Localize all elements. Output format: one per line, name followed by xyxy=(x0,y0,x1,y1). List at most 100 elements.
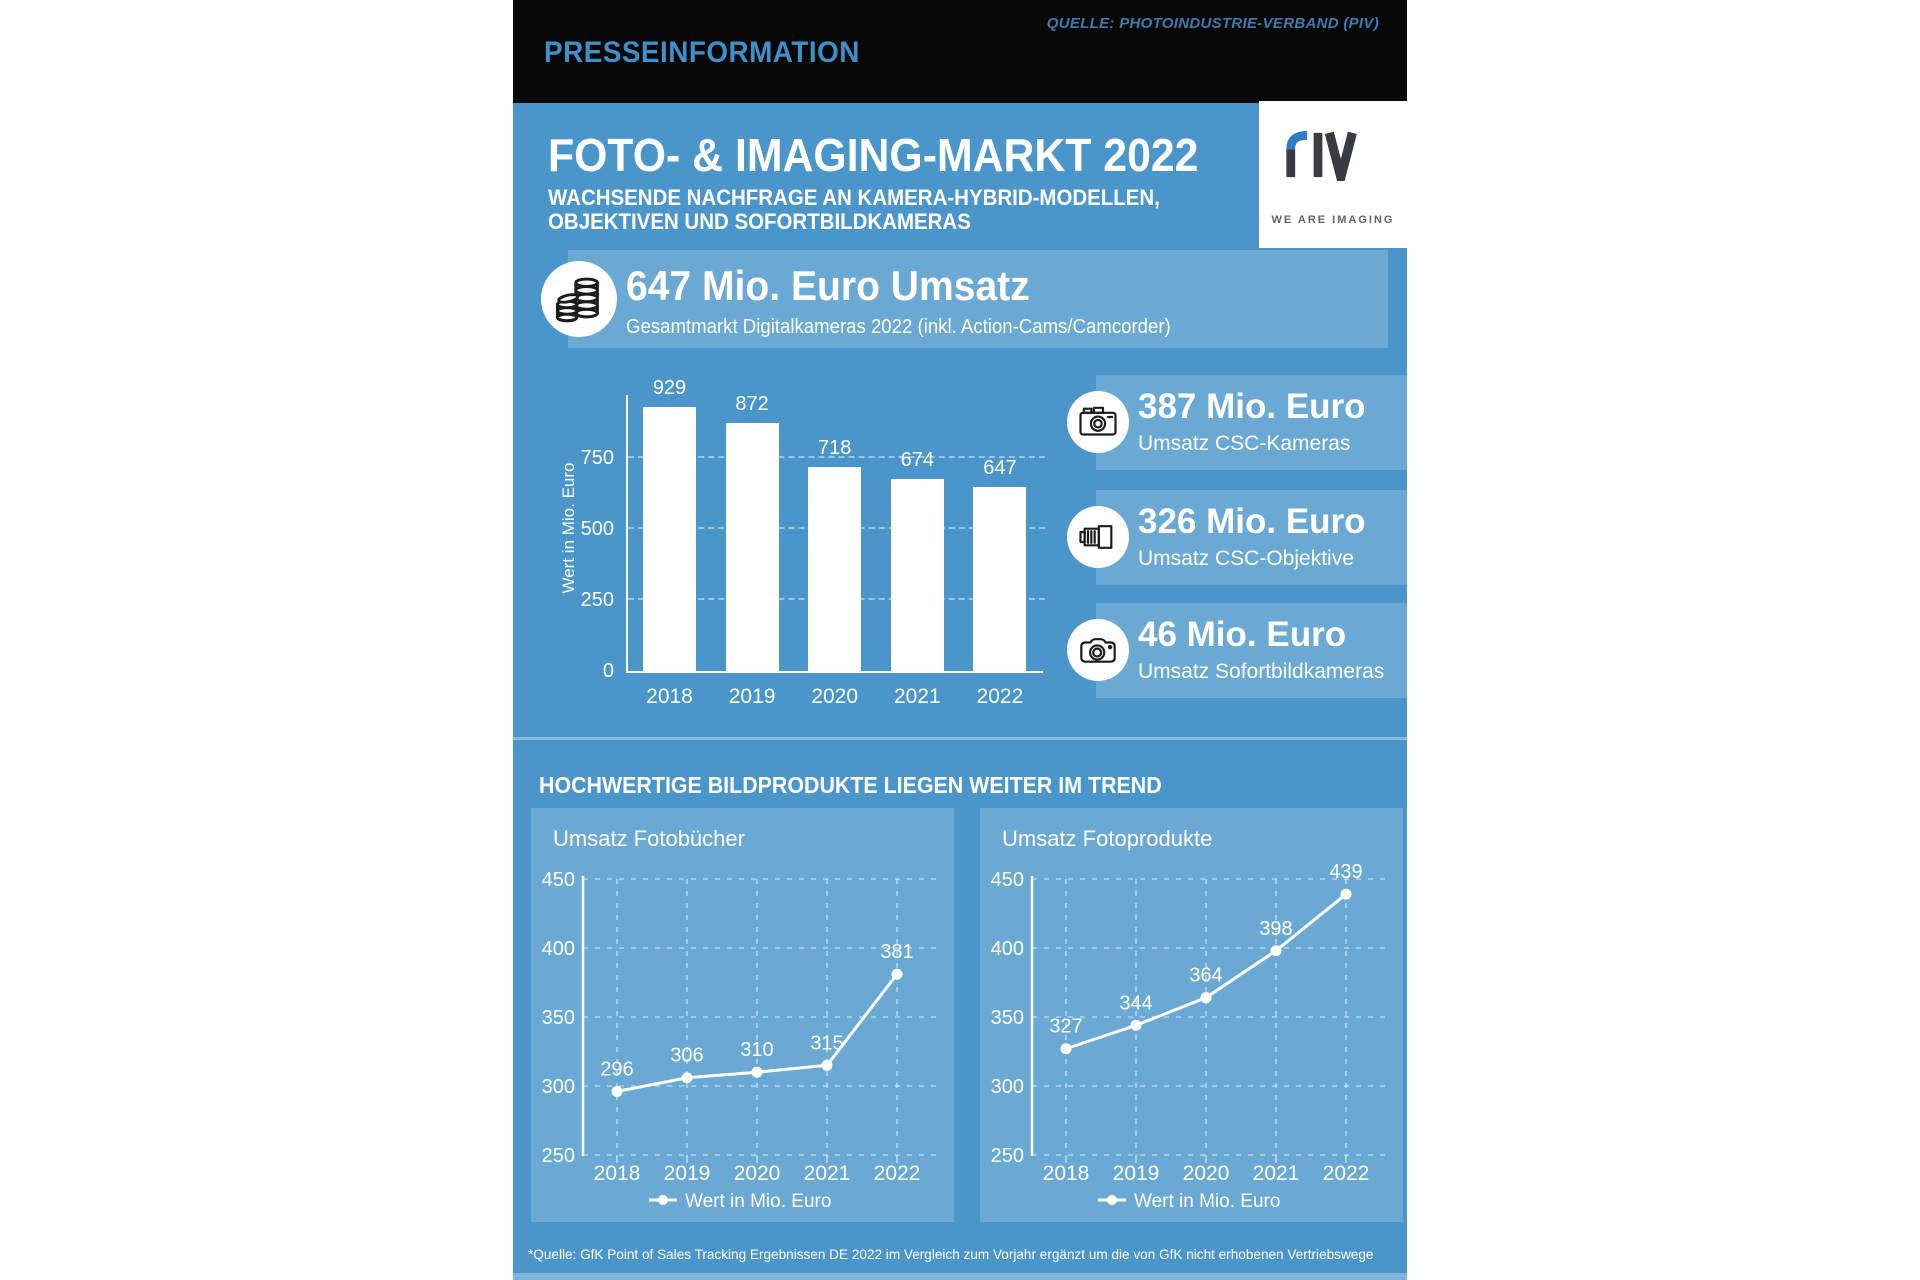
y-tick-label: 450 xyxy=(542,869,575,891)
total-revenue-caption: Gesamtmarkt Digitalkameras 2022 (inkl. A… xyxy=(626,316,1171,338)
line-chart-panel-fotobuecher: Umsatz Fotobücher 450 400 350 300 250 2018 2019… xyxy=(531,808,954,1222)
lens-icon xyxy=(1079,525,1113,549)
section-divider xyxy=(513,737,1407,740)
bar-value-label: 872 xyxy=(735,392,769,415)
panel-title: Umsatz Fotoprodukte xyxy=(1002,826,1212,851)
value-label: 398 xyxy=(1259,918,1292,940)
value-label: 296 xyxy=(600,1059,633,1081)
data-point xyxy=(1270,945,1282,957)
data-point xyxy=(1340,888,1352,900)
bar-2018 xyxy=(643,406,696,671)
infographic-page: PRESSEINFORMATION QUELLE: PHOTOINDUSTRIE… xyxy=(513,0,1407,1280)
stat-label: Umsatz CSC-Kameras xyxy=(1138,432,1351,455)
lens-icon-circle xyxy=(1067,506,1129,568)
header-bar: PRESSEINFORMATION QUELLE: PHOTOINDUSTRIE… xyxy=(513,0,1407,103)
value-label: 344 xyxy=(1119,992,1152,1014)
hero-title: FOTO- & IMAGING-MARKT 2022 xyxy=(548,129,1199,181)
value-label: 327 xyxy=(1049,1016,1082,1038)
y-tick-label: 0 xyxy=(602,660,614,682)
y-tick-label: 300 xyxy=(991,1076,1024,1098)
y-tick-label: 400 xyxy=(991,938,1024,960)
csc-camera-icon-circle xyxy=(1067,391,1129,453)
x-tick-label: 2021 xyxy=(893,685,941,708)
value-label: 381 xyxy=(880,941,913,963)
bar-2022 xyxy=(973,486,1027,671)
line-chart-panel-fotoprodukte: Umsatz Fotoprodukte 450 400 350 300 250 2018 20… xyxy=(980,808,1403,1222)
legend-marker-dot xyxy=(1107,1195,1117,1205)
x-tick-label: 2021 xyxy=(804,1162,851,1185)
legend-label: Wert in Mio. Euro xyxy=(1134,1191,1280,1212)
panel-title: Umsatz Fotobücher xyxy=(553,826,745,851)
bar-2019 xyxy=(725,422,779,671)
x-tick-label: 2019 xyxy=(728,685,776,708)
footer-source-note: *Quelle: GfK Point of Sales Tracking Erg… xyxy=(528,1246,1374,1262)
piv-logo-box: WE ARE IMAGING xyxy=(1259,101,1407,248)
page-title: PRESSEINFORMATION xyxy=(544,36,860,69)
x-tick-label: 2020 xyxy=(811,685,859,708)
bar-gridline xyxy=(628,455,1045,458)
instant-camera-icon xyxy=(1080,638,1116,663)
bar-value-label: 647 xyxy=(983,456,1017,479)
x-tick-label: 2019 xyxy=(1113,1162,1160,1185)
y-tick-label: 250 xyxy=(580,588,614,611)
total-revenue-value: 647 Mio. Euro Umsatz xyxy=(626,262,1030,309)
y-tick-label: 500 xyxy=(580,517,614,540)
piv-logo-icon xyxy=(1286,131,1357,181)
value-label: 310 xyxy=(740,1039,773,1061)
x-tick-label: 2018 xyxy=(646,685,693,708)
data-point xyxy=(681,1072,693,1084)
y-tick-label: 350 xyxy=(542,1007,575,1029)
bar-value-label: 718 xyxy=(818,436,852,459)
piv-tagline: WE ARE IMAGING xyxy=(1271,214,1395,226)
x-tick-label: 2018 xyxy=(594,1162,641,1185)
data-point xyxy=(751,1066,763,1078)
y-tick-label: 250 xyxy=(542,1145,575,1167)
data-point xyxy=(1130,1019,1142,1031)
section-heading: HOCHWERTIGE BILDPRODUKTE LIEGEN WEITER I… xyxy=(539,772,1162,798)
stat-value: 326 Mio. Euro xyxy=(1138,502,1366,541)
y-tick-label: 300 xyxy=(542,1076,575,1098)
fotoprodukte-line-chart: Umsatz Fotoprodukte 450 400 350 300 250 2018 20… xyxy=(991,826,1386,1212)
bar-chart: 0 250 500 750 929 2018 872 2019 718 2020 674 2021 64… xyxy=(581,377,1045,708)
data-point xyxy=(891,968,903,980)
csc-camera-icon xyxy=(1079,406,1117,436)
bar-value-label: 929 xyxy=(652,376,687,399)
x-tick-label: 2022 xyxy=(976,685,1024,708)
x-tick-label: 2021 xyxy=(1253,1162,1300,1185)
bar-2021 xyxy=(890,479,944,671)
source-credit: QUELLE: PHOTOINDUSTRIE-VERBAND (PIV) xyxy=(1046,15,1379,32)
coins-icon xyxy=(555,277,599,323)
data-point xyxy=(611,1086,623,1098)
stat-label: Umsatz Sofortbildkameras xyxy=(1138,660,1385,683)
bar-value-label: 674 xyxy=(900,449,934,472)
x-tick-label: 2019 xyxy=(664,1162,711,1185)
y-tick-label: 350 xyxy=(991,1007,1024,1029)
value-label: 306 xyxy=(670,1045,703,1067)
bottom-strip xyxy=(513,1273,1407,1280)
instant-camera-icon-circle xyxy=(1067,619,1129,681)
bar-2020 xyxy=(808,466,862,671)
stat-box-sofortbildkameras: 46 Mio. Euro Umsatz Sofortbildkameras xyxy=(1096,603,1407,698)
value-label: 315 xyxy=(810,1032,843,1054)
x-tick-label: 2018 xyxy=(1043,1162,1090,1185)
stat-value: 387 Mio. Euro xyxy=(1138,387,1366,426)
y-tick-label: 250 xyxy=(991,1145,1024,1167)
hero-subtitle: WACHSENDE NACHFRAGE AN KAMERA-HYBRID-MOD… xyxy=(548,185,1160,234)
x-tick-label: 2022 xyxy=(1323,1162,1370,1185)
coins-icon-circle xyxy=(541,261,617,337)
total-revenue-banner xyxy=(568,250,1388,348)
data-point xyxy=(1200,992,1212,1004)
value-label: 364 xyxy=(1189,965,1222,987)
stat-label: Umsatz CSC-Objektive xyxy=(1138,547,1354,570)
x-tick-label: 2020 xyxy=(734,1162,781,1185)
y-tick-label: 400 xyxy=(542,938,575,960)
legend-marker-dot xyxy=(658,1195,668,1205)
value-label: 439 xyxy=(1329,861,1362,883)
y-tick-label: 750 xyxy=(580,446,614,469)
x-tick-label: 2020 xyxy=(1183,1162,1230,1185)
fotobuecher-line-chart: Umsatz Fotobücher 450 400 350 300 250 2018 2019… xyxy=(542,826,937,1212)
stat-box-csc-objektive: 326 Mio. Euro Umsatz CSC-Objektive xyxy=(1096,490,1407,585)
stat-value: 46 Mio. Euro xyxy=(1138,615,1347,654)
data-point xyxy=(821,1059,833,1071)
legend-label: Wert in Mio. Euro xyxy=(685,1191,831,1212)
